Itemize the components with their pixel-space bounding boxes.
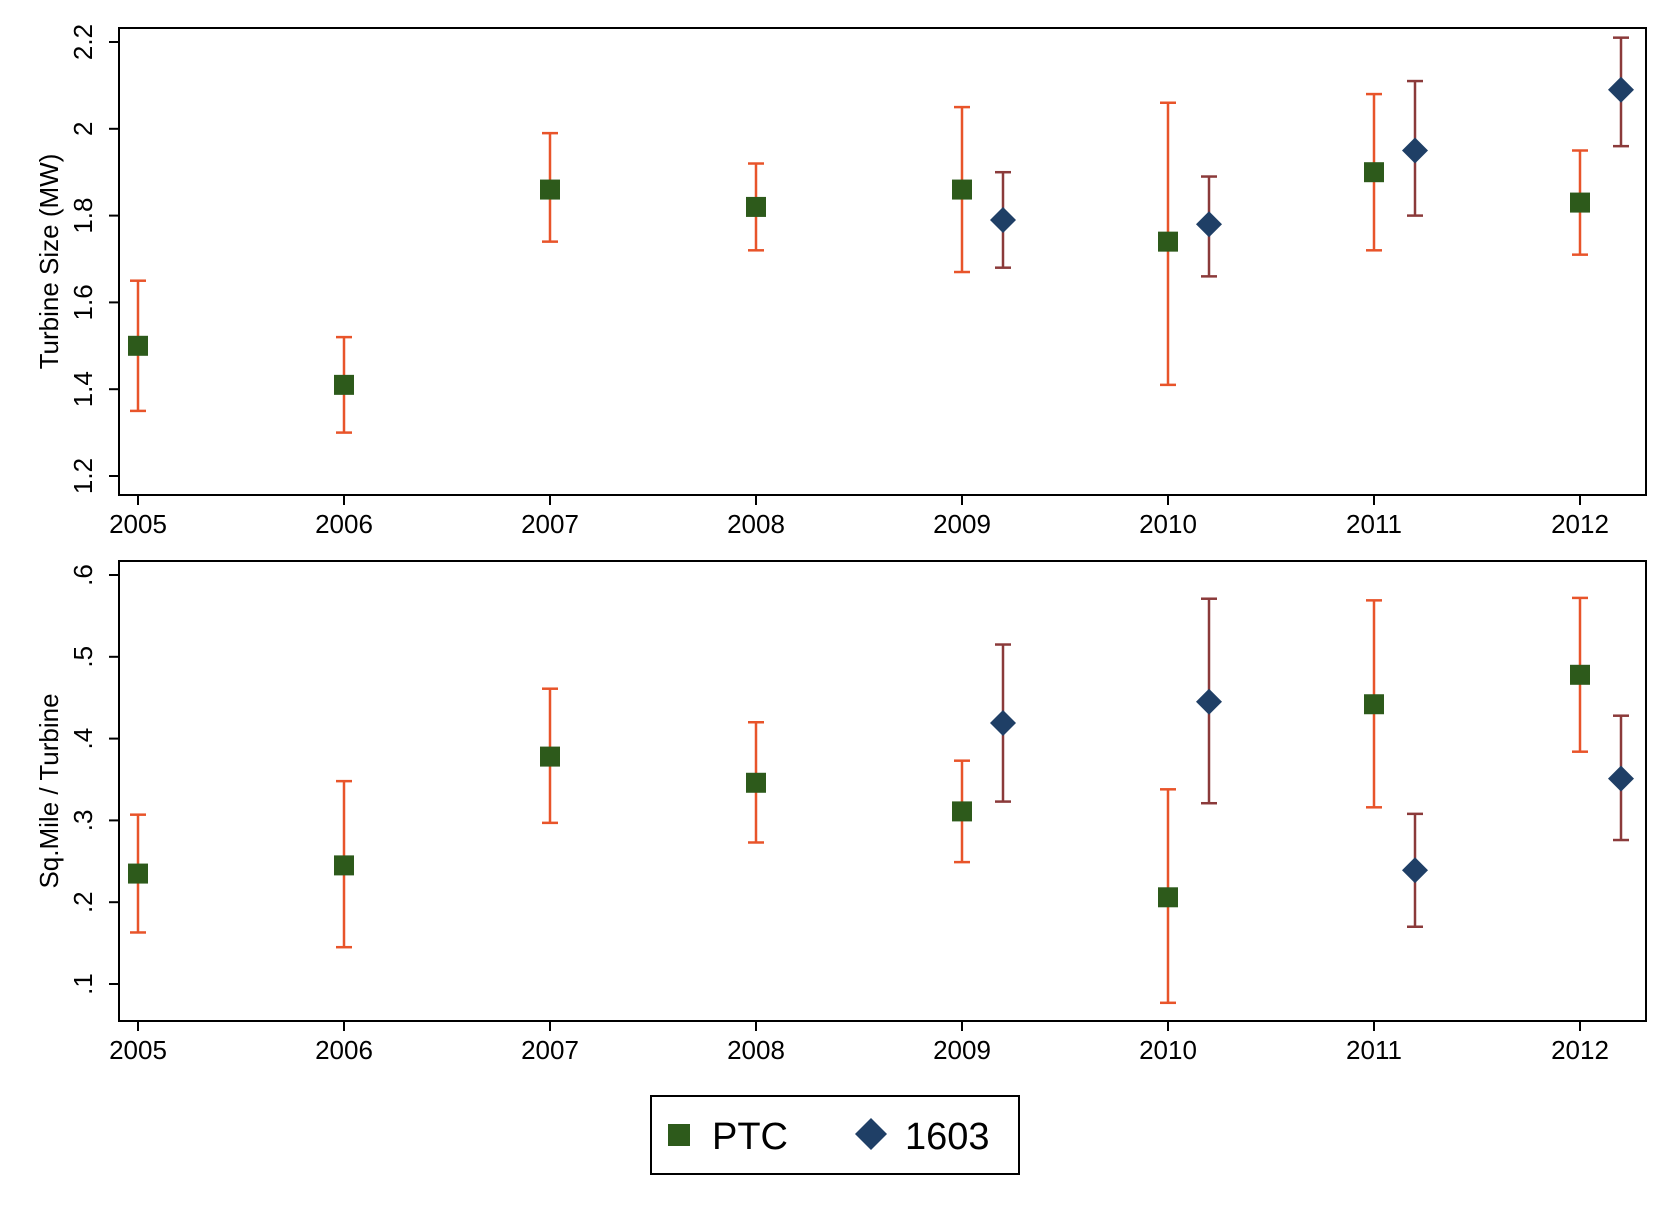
point-top-square-2012 (1570, 192, 1590, 213)
y-tick-label-top-1: 1.4 (68, 371, 98, 407)
point-top-square-2006 (334, 374, 354, 395)
x-tick-label-bottom-4: 2009 (933, 1035, 991, 1065)
point-bottom-diamond-2012 (1608, 765, 1634, 792)
legend-box (650, 1095, 1020, 1175)
x-tick-label-top-4: 2009 (933, 509, 991, 539)
x-tick-label-top-6: 2011 (1346, 509, 1402, 539)
point-bottom-square-2011 (1364, 694, 1384, 715)
point-top-square-2008 (746, 196, 766, 217)
plot-frame-top (118, 27, 1647, 496)
point-bottom-diamond-2011 (1402, 857, 1428, 884)
x-tick-label-bottom-6: 2011 (1346, 1035, 1402, 1065)
x-tick-label-top-5: 2010 (1139, 509, 1197, 539)
plot-frame-bottom (118, 560, 1647, 1022)
point-top-diamond-2012 (1608, 76, 1634, 103)
x-tick-label-top-7: 2012 (1551, 509, 1609, 539)
point-bottom-square-2005 (128, 863, 148, 884)
y-tick-label-bottom-5: .6 (68, 564, 98, 586)
y-tick-label-bottom-3: .4 (68, 728, 98, 750)
point-bottom-square-2006 (334, 855, 354, 876)
y-tick-label-top-4: 2 (68, 122, 98, 136)
x-tick-label-bottom-2: 2007 (521, 1035, 579, 1065)
y-tick-label-bottom-2: .3 (68, 810, 98, 832)
point-bottom-diamond-2010 (1196, 688, 1222, 715)
x-tick-label-bottom-5: 2010 (1139, 1035, 1197, 1065)
y-tick-label-bottom-4: .5 (68, 646, 98, 668)
point-bottom-square-2008 (746, 772, 766, 793)
y-tick-label-bottom-1: .2 (68, 891, 98, 913)
y-axis-title-bottom: Sq.Mile / Turbine (34, 693, 64, 888)
x-tick-label-bottom-3: 2008 (727, 1035, 785, 1065)
legend-marker-ptc (668, 1124, 690, 1146)
y-tick-label-bottom-0: .1 (68, 973, 98, 995)
point-bottom-square-2010 (1158, 887, 1178, 908)
y-axis-title-top: Turbine Size (MW) (34, 154, 64, 370)
point-bottom-diamond-2009 (990, 710, 1016, 737)
point-top-square-2007 (540, 179, 560, 200)
point-top-square-2011 (1364, 162, 1384, 183)
y-tick-label-top-2: 1.6 (68, 284, 98, 320)
x-tick-label-bottom-0: 2005 (109, 1035, 167, 1065)
x-tick-label-top-0: 2005 (109, 509, 167, 539)
y-tick-label-top-0: 1.2 (68, 458, 98, 494)
x-tick-label-bottom-7: 2012 (1551, 1035, 1609, 1065)
point-top-square-2005 (128, 335, 148, 356)
point-top-diamond-2011 (1402, 137, 1428, 164)
point-top-diamond-2010 (1196, 211, 1222, 238)
legend-label-ptc: PTC (712, 1116, 788, 1158)
point-bottom-square-2009 (952, 801, 972, 822)
point-top-square-2010 (1158, 231, 1178, 252)
legend-label-1603: 1603 (905, 1116, 990, 1158)
x-tick-label-top-3: 2008 (727, 509, 785, 539)
point-top-square-2009 (952, 179, 972, 200)
x-tick-label-bottom-1: 2006 (315, 1035, 373, 1065)
legend-marker-1603 (855, 1118, 887, 1150)
y-tick-label-top-3: 1.8 (68, 198, 98, 234)
point-bottom-square-2012 (1570, 664, 1590, 685)
x-tick-label-top-2: 2007 (521, 509, 579, 539)
y-tick-label-top-5: 2.2 (68, 24, 98, 60)
point-top-diamond-2009 (990, 206, 1016, 233)
x-tick-label-top-1: 2006 (315, 509, 373, 539)
point-bottom-square-2007 (540, 746, 560, 767)
